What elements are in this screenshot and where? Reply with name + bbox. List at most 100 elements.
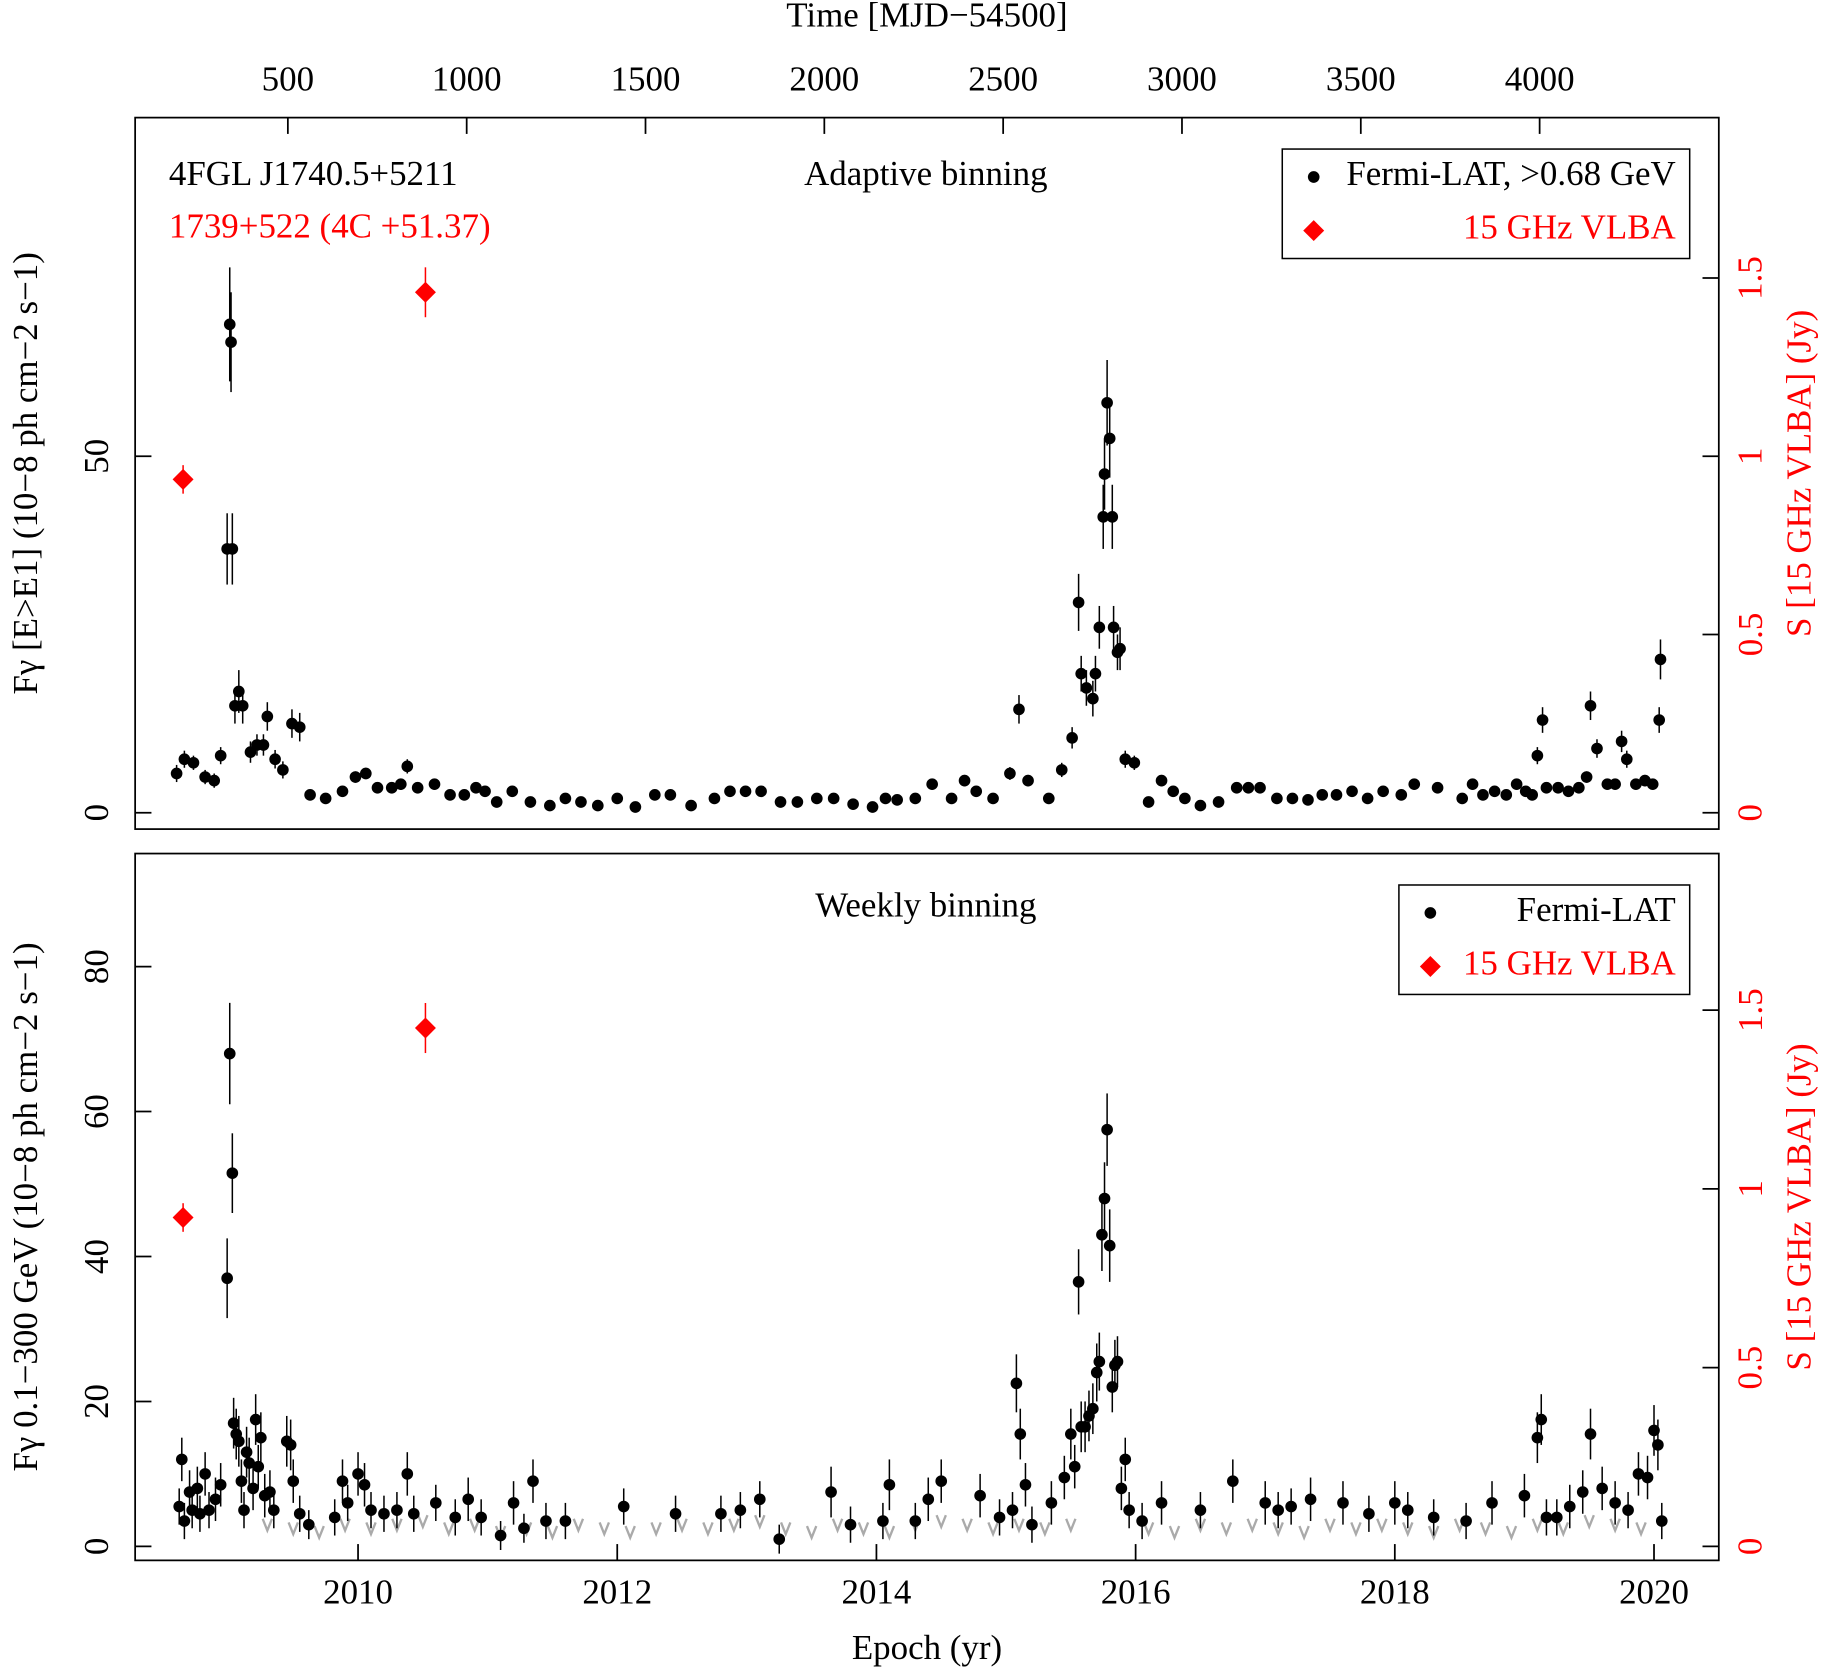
marker-point [479,785,491,798]
marker-point [1584,699,1597,712]
marker-point [648,789,661,801]
upper-limit [1142,1522,1155,1538]
marker-point [825,1486,837,1498]
marker-point [235,1475,248,1487]
marker-point [664,789,677,801]
legend-label: Fermi-LAT, >0.68 GeV [1346,154,1675,193]
marker-point [302,1518,315,1531]
marker-point [214,1478,227,1491]
upper-limit [1065,1518,1077,1534]
marker-point [715,1507,727,1520]
marker-point [1653,714,1666,726]
marker-point [1408,778,1421,791]
marker-point [559,1515,572,1527]
marker-point [1388,1497,1401,1509]
marker-point [1552,781,1564,794]
marker-point [755,785,767,798]
marker-point [1550,1511,1563,1524]
marker-point [1486,1497,1498,1509]
upper-limit [702,1522,714,1538]
marker-point [987,792,999,805]
marker-point [734,1504,747,1516]
marker-point [336,1475,349,1487]
marker-point [284,1439,297,1451]
marker-point [1518,1489,1531,1502]
marker-point [209,1493,222,1506]
x-tick-label: 2014 [842,1572,912,1611]
marker-point [221,1272,233,1285]
marker-point [1097,511,1110,523]
legend-label: Fermi-LAT [1517,890,1676,929]
marker-diamond [414,1017,436,1039]
marker-point [1111,1355,1124,1368]
marker-point [844,1518,857,1531]
marker-point [1004,767,1016,780]
marker-point [1006,1504,1019,1516]
marker-point [1563,1500,1576,1513]
marker-point [394,778,407,791]
marker-point [1609,1497,1621,1509]
y-axis-label: Fγ [E>E1] (10−8 ph cm−2 s−1) [6,252,45,694]
marker-point [909,792,922,805]
marker-point [401,760,414,773]
upper-limit [1531,1518,1544,1534]
upper-limit [417,1514,429,1530]
upper-limit [1557,1522,1570,1538]
marker-point [1101,1123,1113,1136]
marker-point [739,785,752,798]
legend-label: 15 GHz VLBA [1463,944,1676,983]
y-tick-label: 0 [77,804,116,821]
upper-limit [779,1522,792,1538]
marker-diamond [172,1207,194,1228]
marker-point [1427,1511,1440,1524]
marker-point [1630,778,1642,791]
upper-limit [676,1518,688,1534]
marker-point [1580,771,1593,783]
upper-limit [391,1518,403,1534]
upper-limit [339,1518,351,1534]
marker-point [170,767,183,780]
legend-label: 15 GHz VLBA [1463,208,1676,247]
marker-point [1230,781,1243,794]
y-tick-label: 80 [77,949,116,984]
x2-tick-label: 1500 [611,60,681,99]
marker-point [1632,1468,1645,1480]
marker-point [1304,1493,1317,1506]
marker-point [238,1504,250,1516]
marker-point [527,1475,539,1487]
marker-point [470,781,482,794]
marker-point [449,1511,462,1524]
marker-point [1500,789,1513,801]
marker-point [232,1435,245,1448]
marker-point [1456,792,1469,805]
y2-tick-label: 1.5 [1731,256,1770,300]
marker-point [847,798,859,810]
marker-point [407,1507,420,1520]
legend-symbol [1303,220,1325,242]
marker-point [993,1511,1006,1524]
marker-point [1045,1497,1058,1509]
legend-symbol [1307,171,1320,183]
marker-point [507,1497,520,1509]
annotation: Adaptive binning [804,154,1047,193]
marker-point [945,792,958,805]
y-tick-label: 0 [77,1538,116,1555]
marker-point [1395,789,1408,801]
marker-point [1087,1402,1099,1415]
marker-point [1401,1504,1414,1516]
marker-point [1106,1381,1119,1393]
marker-point [194,1507,206,1520]
marker-point [1066,732,1078,744]
marker-point [506,785,519,798]
marker-point [611,792,624,805]
upper-limit [1246,1518,1259,1534]
marker-point [1123,1504,1135,1516]
upper-limit [1505,1525,1518,1541]
y2-tick-label: 0.5 [1731,1346,1770,1390]
marker-point [175,1453,188,1466]
marker-point [1272,1504,1285,1516]
marker-point [178,1515,191,1527]
legend-symbol [1419,956,1441,977]
upper-limit [987,1522,999,1538]
upper-limit [961,1518,973,1534]
